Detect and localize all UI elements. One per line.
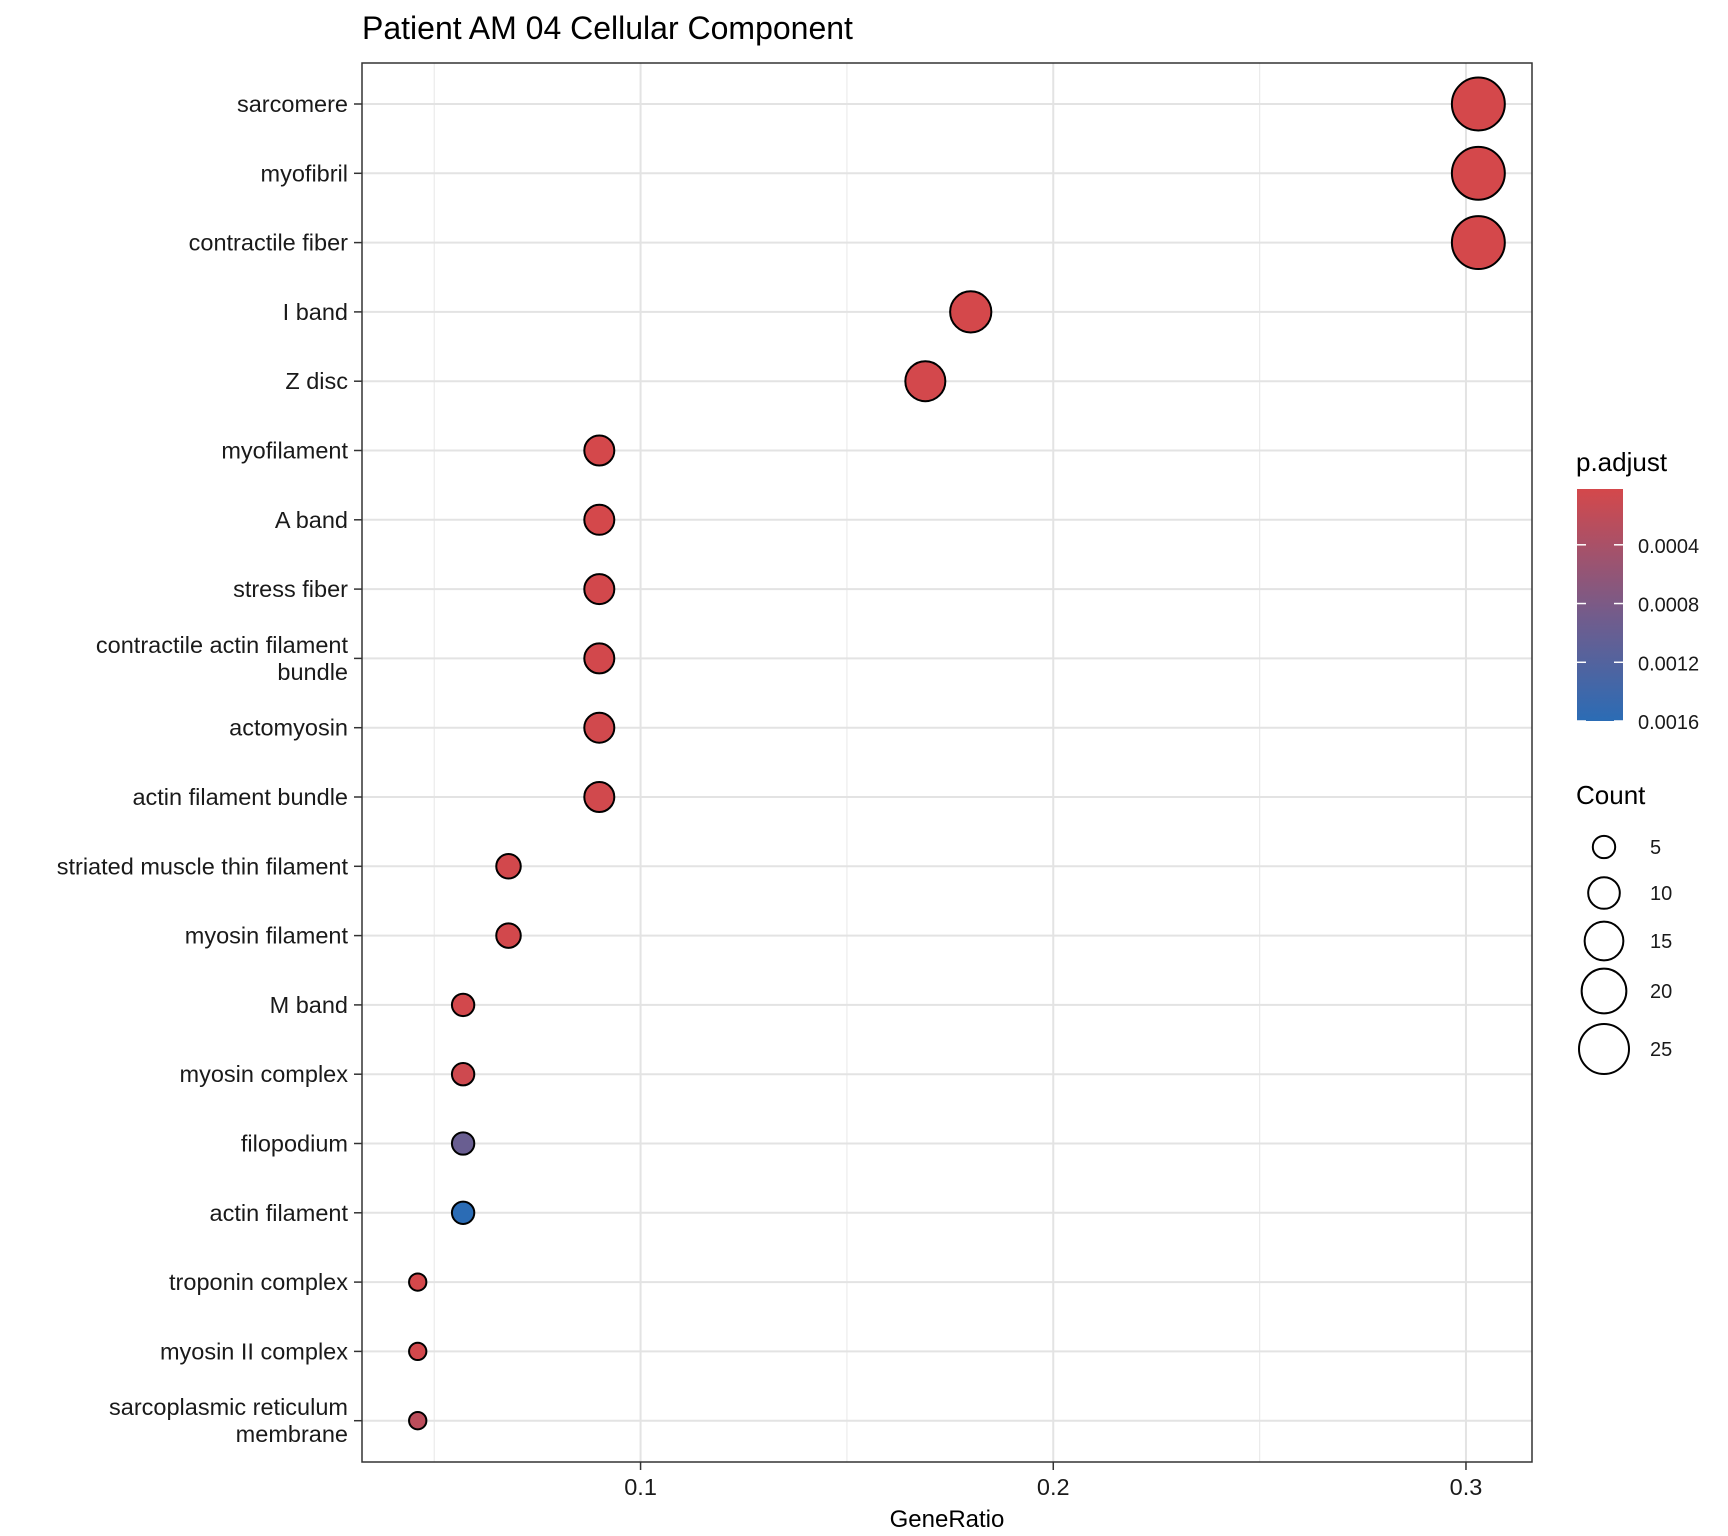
size-legend-circle: [1583, 920, 1625, 962]
x-tick-label: 0.2: [1037, 1474, 1070, 1500]
data-point: [583, 781, 616, 813]
size-legend-label: 15: [1650, 931, 1672, 953]
data-point: [408, 1341, 428, 1362]
color-legend-title: p.adjust: [1576, 447, 1668, 477]
data-point: [450, 1131, 476, 1156]
y-tick-label: stress fiber: [233, 576, 348, 602]
y-tick-label: myosin II complex: [160, 1338, 348, 1364]
y-tick-label: contractile fiber: [189, 230, 349, 256]
size-legend-label: 20: [1650, 981, 1672, 1003]
color-tick-label: 0.0004: [1638, 536, 1699, 558]
y-tick-label: actin filament: [210, 1200, 349, 1226]
data-point: [450, 1062, 476, 1087]
color-legend: p.adjust 0.0004 0.0008 0.0012 0.0016: [1576, 447, 1699, 734]
data-point: [495, 922, 522, 949]
data-point: [450, 992, 476, 1018]
chart-title: Patient AM 04 Cellular Component: [362, 10, 853, 46]
size-legend-circle: [1591, 834, 1617, 860]
size-legend-label: 25: [1650, 1039, 1672, 1061]
x-axis: 0.1 0.2 0.3: [624, 1462, 1482, 1500]
color-bar: [1577, 489, 1623, 721]
size-legend-circle: [1580, 967, 1628, 1015]
data-point: [583, 503, 616, 536]
plot-panel-border: [361, 62, 1533, 1463]
data-point: [450, 1200, 476, 1225]
color-legend-ticks: 0.0004 0.0008 0.0012 0.0016: [1577, 536, 1699, 734]
size-legend-circle: [1578, 1023, 1630, 1075]
y-tick-label: myofibril: [261, 160, 348, 186]
y-tick-label: troponin complex: [169, 1269, 348, 1295]
y-tick-label: sarcoplasmic reticulum membrane: [109, 1394, 348, 1447]
y-tick-label: Z disc: [285, 368, 348, 394]
size-legend-title: Count: [1576, 780, 1646, 810]
y-tick-label: actin filament bundle: [132, 784, 348, 810]
data-point: [408, 1411, 428, 1431]
data-point: [495, 853, 522, 880]
size-legend: Count 5 10 15 20 25: [1576, 780, 1672, 1075]
size-legend-label: 5: [1650, 837, 1661, 859]
y-tick-label: myofilament: [221, 438, 348, 464]
data-point: [408, 1272, 428, 1292]
color-tick-label: 0.0016: [1638, 712, 1699, 734]
y-tick-label: sarcomere: [237, 91, 348, 117]
data-point: [1450, 76, 1506, 132]
y-tick-label: I band: [283, 299, 348, 325]
x-tick-label: 0.3: [1450, 1474, 1483, 1500]
data-point: [1450, 145, 1506, 201]
points: [408, 76, 1506, 1431]
color-tick-label: 0.0012: [1638, 653, 1699, 675]
data-point: [583, 434, 616, 467]
size-legend-label: 10: [1650, 883, 1672, 905]
y-tick-label: filopodium: [241, 1131, 348, 1157]
y-tick-label: M band: [270, 992, 348, 1018]
size-legend-circle: [1587, 876, 1621, 910]
data-point: [949, 290, 993, 334]
y-tick-label: A band: [275, 507, 348, 533]
y-tick-label: myosin complex: [180, 1061, 349, 1087]
color-tick-label: 0.0008: [1638, 595, 1699, 617]
x-axis-label: GeneRatio: [890, 1506, 1005, 1533]
data-point: [904, 360, 947, 403]
data-point: [583, 711, 616, 744]
grid: [362, 63, 1532, 1462]
y-tick-label: myosin filament: [185, 923, 349, 949]
data-point: [583, 642, 616, 675]
data-point: [583, 573, 616, 606]
x-tick-label: 0.1: [624, 1474, 657, 1500]
y-tick-label: actomyosin: [229, 715, 348, 741]
y-tick-label: striated muscle thin filament: [57, 853, 349, 879]
y-axis: sarcomere myofibril contractile fiber I ban…: [57, 91, 362, 1447]
y-tick-label: contractile actin filament bundle: [96, 632, 349, 685]
size-legend-items: 5 10 15 20 25: [1578, 834, 1672, 1075]
data-point: [1450, 215, 1506, 271]
